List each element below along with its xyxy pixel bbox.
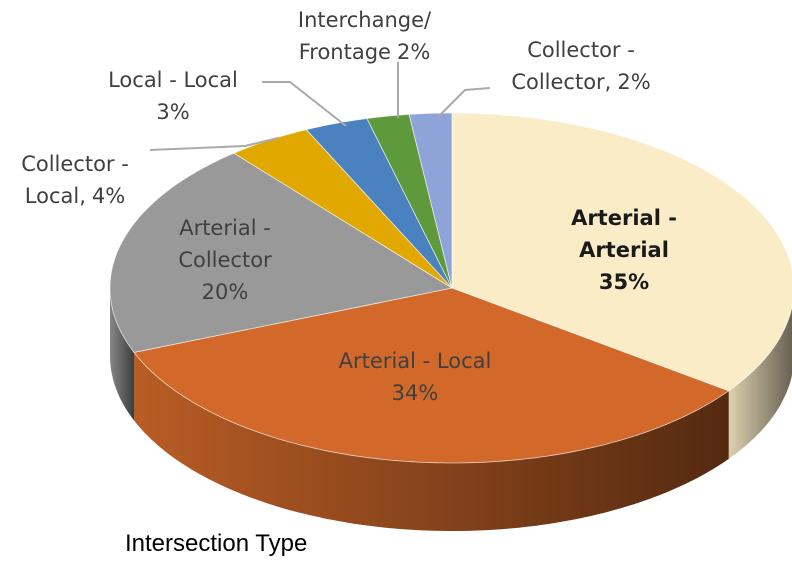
leader-line bbox=[436, 87, 491, 119]
slice bbox=[366, 113, 453, 289]
slice-label: Arterial - Collector 20% bbox=[155, 212, 295, 308]
slice bbox=[133, 287, 730, 464]
slice-label: Local - Local 3% bbox=[78, 64, 268, 128]
category-label: Collector - Collector, bbox=[511, 38, 635, 94]
chart-title: Intersection Type bbox=[125, 530, 308, 557]
side-shade bbox=[728, 306, 792, 459]
category-label: Arterial - Collector bbox=[178, 216, 272, 272]
leader-line bbox=[149, 137, 279, 151]
leader-lines bbox=[149, 62, 491, 151]
slice bbox=[305, 118, 453, 289]
slice bbox=[109, 152, 454, 353]
leader-line bbox=[262, 81, 347, 127]
category-label: Interchange/ Frontage bbox=[297, 8, 432, 64]
slice bbox=[451, 112, 792, 392]
tops bbox=[109, 112, 792, 464]
value-label: 3% bbox=[156, 100, 190, 124]
value-label: 2% bbox=[617, 70, 651, 94]
slice-label: Arterial - Arterial 35% bbox=[554, 202, 694, 298]
slice bbox=[408, 112, 453, 289]
value-label: 35% bbox=[598, 270, 650, 294]
category-label: Collector - Local, bbox=[21, 152, 129, 208]
value-label: 20% bbox=[201, 280, 249, 304]
value-label: 34% bbox=[391, 381, 439, 405]
side-shade bbox=[134, 352, 729, 531]
value-label: 4% bbox=[91, 184, 126, 208]
slice-label: Interchange/ Frontage 2% bbox=[272, 4, 457, 68]
value-label: 2% bbox=[396, 40, 431, 64]
slice-label: Collector - Collector, 2% bbox=[486, 34, 676, 98]
slice-label: Arterial - Local 34% bbox=[290, 345, 540, 409]
category-label: Local - Local bbox=[108, 68, 238, 92]
slice-label: Collector - Local, 4% bbox=[5, 148, 145, 212]
category-label: Arterial - Local bbox=[338, 349, 492, 373]
category-label: Arterial - Arterial bbox=[571, 206, 677, 262]
